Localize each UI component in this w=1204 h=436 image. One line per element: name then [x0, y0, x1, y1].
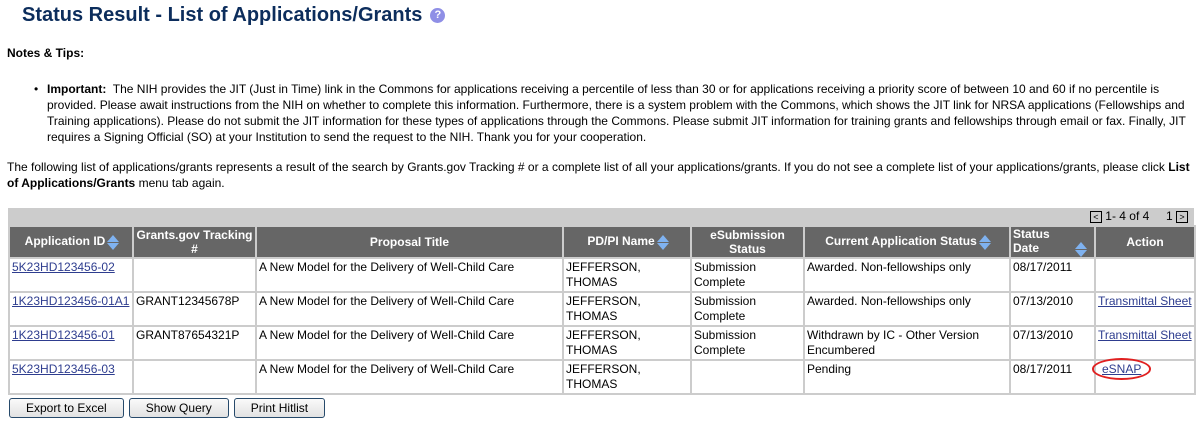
title-cell: A New Model for the Delivery of Well-Chi…	[255, 325, 564, 361]
col-title: Proposal Title	[255, 225, 564, 259]
sort-icon[interactable]	[978, 234, 991, 250]
sort-icon[interactable]	[1075, 241, 1087, 257]
status-cell: Awarded. Non-fellowships only	[803, 257, 1011, 293]
action-link[interactable]: eSNAP	[1092, 358, 1152, 380]
app_id-cell: 1K23HD123456-01A1	[8, 291, 134, 327]
pager-page: 1	[1165, 209, 1173, 223]
date-cell: 08/17/2011	[1009, 257, 1096, 293]
page-title-text: Status Result - List of Applications/Gra…	[22, 4, 423, 26]
action-cell: Transmittal Sheet	[1094, 325, 1196, 361]
pager: < 1- 4 of 4 1 >	[8, 208, 1194, 225]
application-id-link[interactable]: 1K23HD123456-01A1	[12, 294, 130, 308]
status-cell: Awarded. Non-fellowships only	[803, 291, 1011, 327]
intro-bold: List of Applications/Grants	[7, 160, 1190, 190]
table-row: 5K23HD123456-02 A New Model for the Deliv…	[8, 257, 1196, 293]
col-tracking: Grants.gov Tracking #	[132, 225, 257, 259]
pager-range: 1- 4 of 4	[1105, 209, 1150, 223]
tip-label: Important:	[47, 82, 107, 96]
page-title: Status Result - List of Applications/Gra…	[22, 4, 446, 27]
prev-page-icon[interactable]: <	[1089, 210, 1102, 223]
col-status[interactable]: Current Application Status	[803, 225, 1011, 259]
print-hitlist-button[interactable]: Print Hitlist	[233, 398, 326, 418]
button-bar: Export to Excel Show Query Print Hitlist	[9, 398, 326, 418]
application-id-link[interactable]: 1K23HD123456-01	[12, 328, 115, 342]
col-application-id[interactable]: Application ID	[8, 225, 134, 259]
application-id-link[interactable]: 5K23HD123456-03	[12, 362, 115, 376]
title-cell: A New Model for the Delivery of Well-Chi…	[255, 291, 564, 327]
show-query-button[interactable]: Show Query	[128, 398, 229, 418]
results-table: Application ID Grants.gov Tracking # Pro…	[8, 225, 1196, 395]
pi-cell: JEFFERSON, THOMAS	[562, 257, 692, 293]
title-cell: A New Model for the Delivery of Well-Chi…	[255, 359, 564, 395]
sort-icon[interactable]	[656, 234, 669, 250]
export-excel-button[interactable]: Export to Excel	[9, 398, 124, 418]
esub-cell: Submission Complete	[690, 325, 805, 361]
action-link[interactable]: Transmittal Sheet	[1098, 328, 1192, 342]
esub-cell: Submission Complete	[690, 257, 805, 293]
table-row: 1K23HD123456-01A1 GRANT12345678P A New Mod…	[8, 291, 1196, 327]
table-row: 5K23HD123456-03 A New Model for the Deliv…	[8, 358, 1196, 395]
intro-main: The following list of applications/grant…	[7, 160, 1169, 174]
tip-text: The NIH provides the JIT (Just in Time) …	[47, 82, 1186, 144]
title-cell: A New Model for the Delivery of Well-Chi…	[255, 257, 564, 293]
action-link[interactable]: Transmittal Sheet	[1098, 294, 1192, 308]
col-esubmission: eSubmission Status	[690, 225, 805, 259]
date-cell: 07/13/2010	[1009, 325, 1096, 361]
sort-icon[interactable]	[107, 234, 120, 250]
action-cell	[1094, 257, 1196, 293]
col-pi-name[interactable]: PD/PI Name	[562, 225, 692, 259]
app_id-cell: 5K23HD123456-02	[8, 257, 134, 293]
col-date[interactable]: Status Date	[1009, 225, 1096, 259]
intro-end: menu tab again.	[135, 176, 225, 190]
results-table-wrap: < 1- 4 of 4 1 > Application ID Grants.go…	[8, 208, 1196, 395]
tracking-cell	[132, 359, 257, 395]
table-row: 1K23HD123456-01 GRANT87654321P A New Model…	[8, 325, 1196, 361]
action-cell: Transmittal Sheet	[1094, 291, 1196, 327]
pi-cell: JEFFERSON, THOMAS	[562, 359, 692, 395]
application-id-link[interactable]: 5K23HD123456-02	[12, 260, 115, 274]
tracking-cell	[132, 257, 257, 293]
esub-cell	[690, 359, 805, 395]
status-cell: Withdrawn by IC - Other Version Encumber…	[803, 325, 1011, 361]
bullet-icon: •	[34, 82, 39, 96]
status-cell: Pending	[803, 359, 1011, 395]
col-action: Action	[1094, 225, 1196, 259]
date-cell: 07/13/2010	[1009, 291, 1096, 327]
action-cell: eSNAP	[1092, 358, 1196, 395]
notes-heading: Notes & Tips:	[7, 46, 85, 60]
help-icon[interactable]: ?	[430, 8, 446, 23]
next-page-icon[interactable]: >	[1176, 210, 1188, 223]
intro-text: The following list of applications/grant…	[7, 159, 1197, 191]
date-cell: 08/17/2011	[1009, 359, 1096, 395]
esub-cell: Submission Complete	[690, 291, 805, 327]
pi-cell: JEFFERSON, THOMAS	[562, 291, 692, 327]
pi-cell: JEFFERSON, THOMAS	[562, 325, 692, 361]
tip-item: • Important: The NIH provides the JIT (Ju…	[34, 81, 1187, 145]
tracking-cell: GRANT12345678P	[132, 291, 257, 327]
app_id-cell: 5K23HD123456-03	[8, 359, 134, 395]
tracking-cell: GRANT87654321P	[132, 325, 257, 361]
app_id-cell: 1K23HD123456-01	[8, 325, 134, 361]
table-header: Application ID Grants.gov Tracking # Pro…	[8, 225, 1196, 259]
